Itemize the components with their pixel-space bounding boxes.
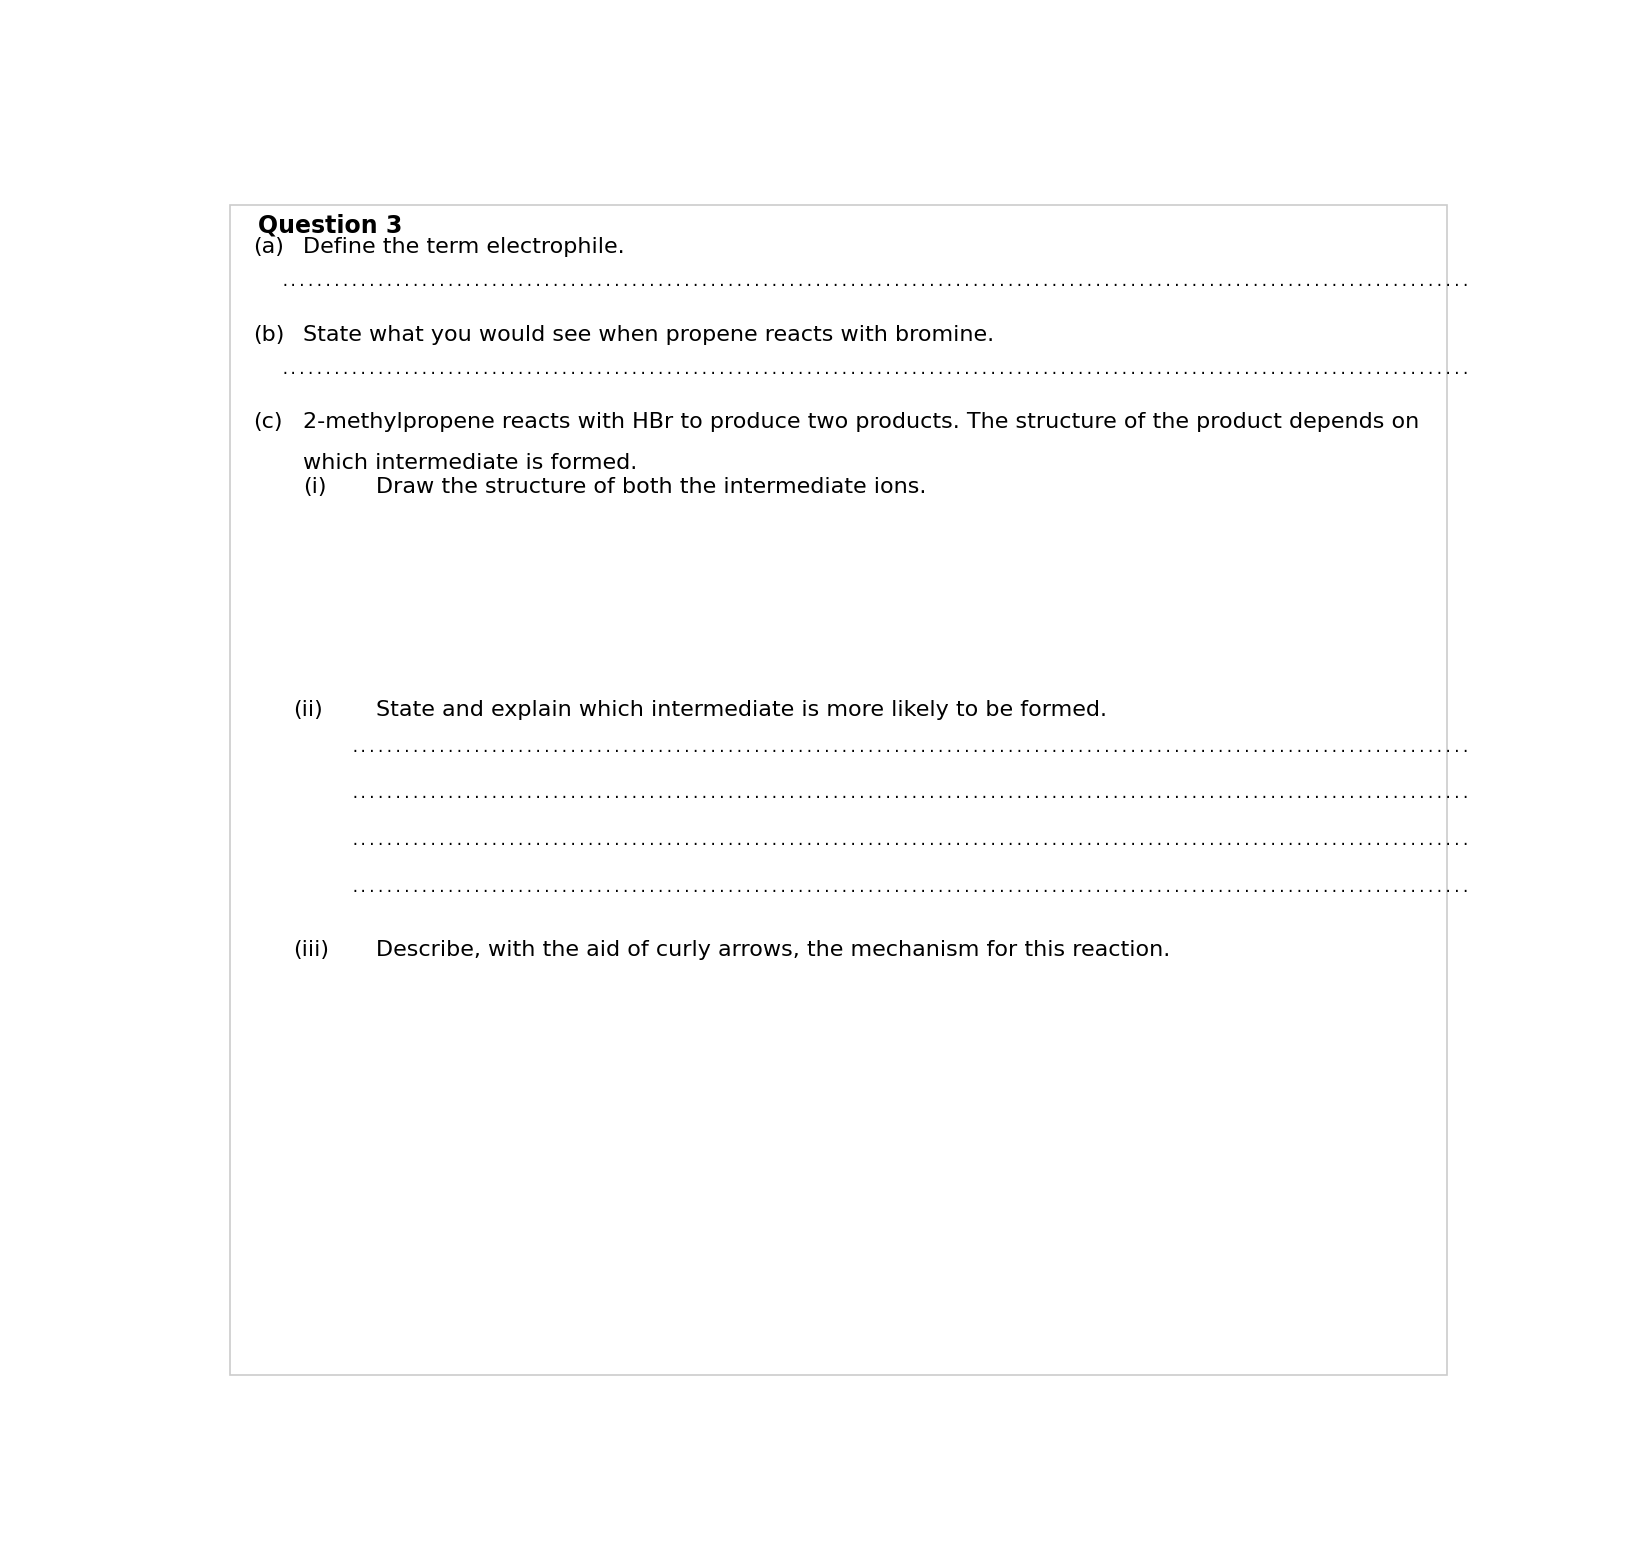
Text: (c): (c) [252, 413, 281, 433]
Text: ................................................................................: ........................................… [350, 834, 1636, 848]
Text: Define the term electrophile.: Define the term electrophile. [303, 237, 625, 257]
Text: ................................................................................: ........................................… [281, 361, 1575, 377]
Text: (i): (i) [303, 477, 327, 497]
Text: ................................................................................: ........................................… [350, 740, 1636, 754]
Text: State and explain which intermediate is more likely to be formed.: State and explain which intermediate is … [376, 701, 1106, 720]
Text: State what you would see when propene reacts with bromine.: State what you would see when propene re… [303, 326, 995, 344]
Text: (a): (a) [252, 237, 283, 257]
Text: ................................................................................: ........................................… [350, 880, 1636, 894]
Text: (iii): (iii) [293, 941, 329, 960]
Text: Draw the structure of both the intermediate ions.: Draw the structure of both the intermedi… [376, 477, 926, 497]
Text: which intermediate is formed.: which intermediate is formed. [303, 453, 638, 474]
Text: (b): (b) [252, 326, 285, 344]
Text: 2-methylpropene reacts with HBr to produce two products. The structure of the pr: 2-methylpropene reacts with HBr to produ… [303, 413, 1420, 433]
Text: Question 3: Question 3 [258, 213, 402, 237]
Text: ................................................................................: ........................................… [281, 274, 1575, 290]
Text: (ii): (ii) [293, 701, 322, 720]
Text: ................................................................................: ........................................… [350, 787, 1636, 801]
Text: Describe, with the aid of curly arrows, the mechanism for this reaction.: Describe, with the aid of curly arrows, … [376, 941, 1170, 960]
